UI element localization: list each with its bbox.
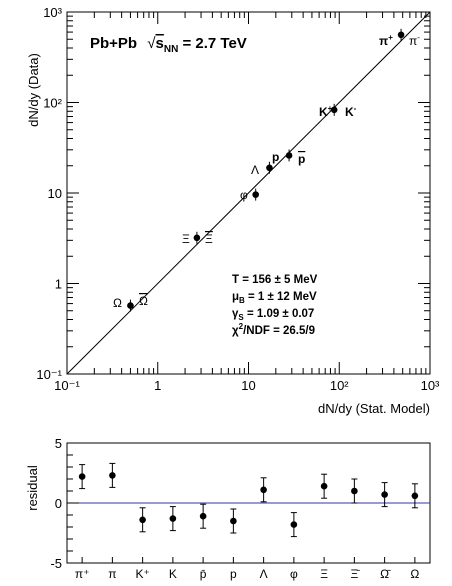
- main-data-point: [127, 302, 134, 309]
- residual-category-label: Ω̄: [380, 567, 391, 581]
- residual-y-tick-label: 0: [55, 496, 62, 511]
- residual-point: [320, 482, 328, 490]
- main-points: [127, 28, 405, 312]
- main-ticks: 10⁻¹ 1 10 10² 10³ 10⁻¹ 1 10 10² 10³: [36, 5, 440, 393]
- residual-point: [199, 512, 207, 520]
- residual-ticks: -5 0 5: [50, 436, 416, 571]
- label-xi: Ξ: [182, 232, 190, 246]
- x-tick-label: 10⁻¹: [54, 378, 80, 393]
- x-tick-label: 10³: [421, 378, 440, 393]
- label-lambda: Λ: [251, 163, 259, 177]
- y-tick-label: 10³: [43, 5, 62, 20]
- label-xibar: Ξ: [205, 232, 213, 246]
- main-ylabel: dN/dy (Data): [26, 53, 41, 127]
- residual-category-label: K⁺: [135, 567, 149, 581]
- main-data-point: [330, 106, 338, 114]
- label-pi-minus: π-: [409, 33, 420, 48]
- param-mub: μB = 1 ± 12 MeV: [232, 291, 317, 305]
- residual-point: [78, 473, 86, 480]
- residual-point: [260, 486, 267, 494]
- x-tick-label: 1: [154, 378, 161, 393]
- residual-category-label: p: [230, 567, 237, 581]
- residual-category-label: Ξ: [320, 567, 328, 581]
- y-tick-label: 10²: [43, 96, 62, 111]
- main-data-point: [285, 152, 293, 159]
- label-k-minus: K-: [345, 104, 357, 119]
- label-p: p: [272, 150, 279, 164]
- residual-category-label: π: [108, 567, 116, 581]
- label-omegabar: Ω: [139, 294, 148, 308]
- label-omega: Ω: [113, 296, 122, 310]
- residual-category-label: K: [169, 567, 177, 581]
- residual-category-label: Ω: [410, 567, 419, 581]
- point-labels: π+ π- K+ K- p p Λ φ Ξ Ξ Ω Ω: [113, 33, 420, 310]
- residual-point: [109, 472, 116, 479]
- fit-parameters: T = 156 ± 5 MeV μB = 1 ± 12 MeV γS = 1.0…: [232, 274, 318, 337]
- label-k-plus: K+: [319, 104, 333, 119]
- residual-point: [381, 491, 388, 498]
- x-tick-label: 10²: [330, 378, 349, 393]
- residual-point: [169, 515, 177, 522]
- main-data-point: [193, 234, 201, 242]
- param-temperature: T = 156 ± 5 MeV: [232, 274, 318, 286]
- residual-category-label: p̄: [200, 567, 207, 581]
- param-gammas: γS = 1.09 ± 0.07: [232, 308, 314, 322]
- residual-points: [78, 462, 419, 538]
- main-data-point: [252, 191, 259, 198]
- main-data-point: [266, 164, 273, 172]
- residual-point: [351, 487, 358, 495]
- residual-category-label: φ: [290, 567, 298, 581]
- diagonal-line: [66, 11, 431, 375]
- main-xlabel: dN/dy (Stat. Model): [318, 401, 430, 416]
- residual-category-label: π⁺: [75, 567, 90, 581]
- y-tick-label: 10: [48, 186, 62, 201]
- residual-category-label: Λ: [260, 567, 268, 581]
- label-pbar: p: [298, 152, 305, 166]
- main-chart: 10⁻¹ 1 10 10² 10³ 10⁻¹ 1 10 10² 10³ Pb+Pb √sNN = …: [26, 5, 440, 416]
- residual-y-tick-label: -5: [50, 556, 62, 571]
- residual-point: [411, 492, 419, 500]
- param-chi2: χ2/NDF = 26.5/9: [232, 322, 315, 337]
- residual-y-tick-label: 5: [55, 436, 62, 451]
- residual-ylabel: residual: [25, 465, 40, 511]
- residual-point: [139, 516, 146, 524]
- main-data-point: [397, 31, 405, 39]
- residual-point: [230, 517, 237, 525]
- x-tick-label: 10: [241, 378, 255, 393]
- label-phi: φ: [240, 188, 248, 202]
- y-tick-label: 10⁻¹: [36, 367, 62, 382]
- residual-category-label: Ξ̄: [350, 567, 360, 581]
- residual-point: [290, 521, 298, 528]
- label-pi-plus: π+: [379, 33, 393, 48]
- chart-title: Pb+Pb √sNN = 2.7 TeV: [90, 35, 247, 55]
- y-tick-label: 1: [55, 277, 62, 292]
